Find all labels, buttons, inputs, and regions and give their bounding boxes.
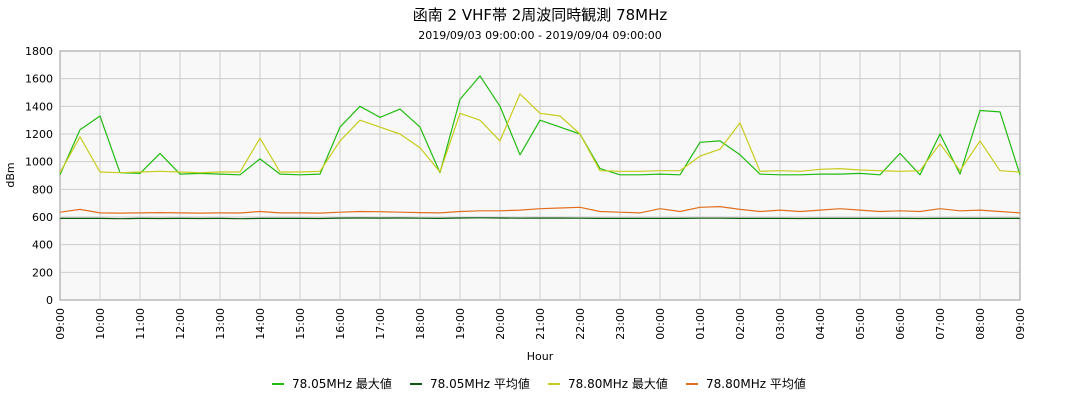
series-line-1 bbox=[60, 217, 1020, 220]
series-line-2 bbox=[59, 93, 1021, 174]
legend-label: 78.05MHz 最大値 bbox=[292, 376, 392, 391]
y-tick-label: 0 bbox=[46, 294, 53, 307]
x-tick-label: 00:00 bbox=[654, 308, 667, 340]
x-tick-label: 21:00 bbox=[534, 308, 547, 340]
series-group bbox=[59, 75, 1021, 220]
chart-subtitle: 2019/09/03 09:00:00 - 2019/09/04 09:00:0… bbox=[418, 29, 662, 42]
x-tick-label: 09:00 bbox=[1014, 308, 1027, 340]
y-tick-label: 1400 bbox=[25, 100, 53, 113]
x-tick-label: 19:00 bbox=[454, 308, 467, 340]
x-tick-label: 16:00 bbox=[334, 308, 347, 340]
x-tick-label: 07:00 bbox=[934, 308, 947, 340]
y-tick-label: 400 bbox=[32, 239, 53, 252]
x-tick-label: 13:00 bbox=[214, 308, 227, 340]
legend: 78.05MHz 最大値 78.05MHz 平均値 78.80MHz 最大値 78.8… bbox=[272, 376, 806, 391]
x-tick-label: 08:00 bbox=[974, 308, 987, 340]
x-tick-label: 04:00 bbox=[814, 308, 827, 340]
y-tick-label: 200 bbox=[32, 266, 53, 279]
x-tick-label: 20:00 bbox=[494, 308, 507, 340]
series-line-3 bbox=[59, 206, 1021, 214]
x-tick-label: 09:00 bbox=[54, 308, 67, 340]
y-tick-label: 600 bbox=[32, 211, 53, 224]
x-axis-ticks: 09:00 10:00 11:00 12:00 13:00 14:00 15:00 16:00… bbox=[54, 308, 1027, 340]
grid bbox=[60, 51, 1020, 300]
y-tick-label: 1600 bbox=[25, 73, 53, 86]
x-tick-label: 11:00 bbox=[134, 308, 147, 340]
x-tick-label: 03:00 bbox=[774, 308, 787, 340]
x-tick-label: 06:00 bbox=[894, 308, 907, 340]
x-tick-label: 17:00 bbox=[374, 308, 387, 340]
y-axis-title: dBm bbox=[4, 162, 17, 187]
x-tick-label: 14:00 bbox=[254, 308, 267, 340]
legend-label: 78.80MHz 最大値 bbox=[568, 376, 668, 391]
chart-title: 函南 2 VHF帯 2周波同時観測 78MHz bbox=[413, 6, 668, 24]
x-tick-label: 22:00 bbox=[574, 308, 587, 340]
y-tick-label: 800 bbox=[32, 183, 53, 196]
y-tick-label: 1200 bbox=[25, 128, 53, 141]
x-tick-label: 18:00 bbox=[414, 308, 427, 340]
y-tick-label: 1800 bbox=[25, 45, 53, 58]
y-axis-ticks: 0 200 400 600 800 1000 1200 1400 1600 1800 bbox=[25, 45, 53, 307]
x-tick-label: 12:00 bbox=[174, 308, 187, 340]
x-tick-label: 23:00 bbox=[614, 308, 627, 340]
x-tick-label: 05:00 bbox=[854, 308, 867, 340]
x-tick-label: 15:00 bbox=[294, 308, 307, 340]
x-tick-label: 01:00 bbox=[694, 308, 707, 340]
x-tick-label: 02:00 bbox=[734, 308, 747, 340]
x-tick-label: 10:00 bbox=[94, 308, 107, 340]
series-line-0 bbox=[59, 75, 1021, 176]
y-tick-label: 1000 bbox=[25, 156, 53, 169]
x-axis-title: Hour bbox=[527, 350, 554, 363]
legend-label: 78.05MHz 平均値 bbox=[430, 376, 530, 391]
legend-label: 78.80MHz 平均値 bbox=[706, 376, 806, 391]
